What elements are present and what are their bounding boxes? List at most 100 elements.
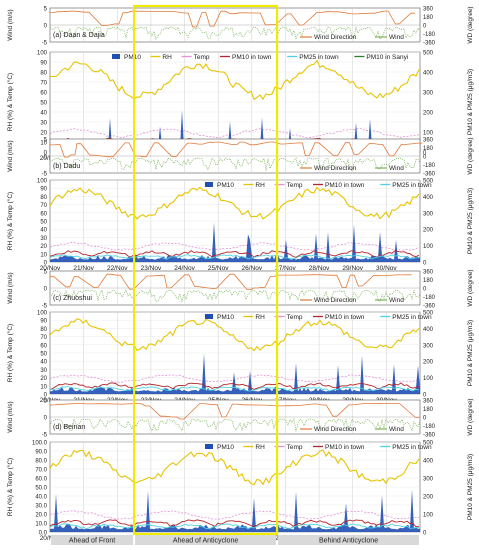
right-tick-label: -360 [423,304,436,310]
wind-direction-series [49,273,412,290]
panel-7: 5 0 -5 360 180 0 -180 -360 Wind (m/s) WD (degree)… [7,398,474,438]
period-band [278,535,419,545]
left-tick-label: 5 [44,399,48,405]
pm25-in-town-series [49,254,420,260]
x-tick-label: 29/Nov [342,265,363,272]
x-tick-label: 28/Nov [309,265,330,272]
panel-6: 10090807060504030201005004003002001000RH… [6,311,474,405]
right-tick-label: 180 [423,146,434,152]
right-tick-label: 0 [423,151,427,157]
left-tick-label: 80 [40,71,47,77]
right-axis-title: WD (degree) [467,269,474,306]
legend-entry: Wind Direction [314,34,357,41]
legend-entry: PM25 in town [299,54,339,61]
right-tick-label: 360 [423,270,434,276]
temp-series [49,127,420,139]
right-tick-label: 500 [423,441,434,447]
right-axis-title: PM10 & PM25 (μg/m3) [467,69,474,135]
right-tick-label: 500 [423,311,434,317]
station-label: (a) Daan & Dajia [53,32,105,39]
left-tick-label: 10 [40,384,47,390]
left-tick-label: 0 [44,151,48,157]
wind-series [49,26,421,40]
panel-5: 5 0 -5 360 180 0 -180 -360 Wind (m/s) WD (degree)… [7,269,474,309]
left-tick-label: 10.0 [35,522,47,528]
legend-entry: Wind Direction [314,297,357,304]
legend-swatch [205,314,213,319]
wind-direction-series [49,10,415,28]
right-axis-title: PM10 & PM25 (μg/m3) [467,320,474,386]
legend-entry: PM10 in town [325,314,365,321]
x-tick-label: 24/Nov [174,265,195,272]
left-tick-label: 20 [40,244,47,250]
right-tick-label: 100 [423,513,434,519]
left-tick-label: 50 [40,101,47,107]
station-label: (d) Beinan [53,424,85,431]
period-label: Ahead of Front [69,538,115,545]
wind-direction-series [49,403,420,420]
left-tick-label: 0 [44,24,48,30]
right-tick-label: -180 [423,32,436,38]
right-tick-label: 500 [423,51,434,57]
left-tick-label: 80 [40,195,47,201]
left-tick-label: -5 [42,304,48,310]
left-axis-title: Wind (m/s) [7,9,14,40]
left-tick-label: -5 [42,41,48,47]
right-tick-label: 300 [423,211,434,217]
left-axis-title: Wind (m/s) [7,401,14,432]
x-tick-label: 21/Nov [73,265,94,272]
left-tick-label: 0 [44,393,48,399]
left-tick-label: 0 [44,416,48,422]
left-axis-title: RH (%) & Temp (°C) [6,324,14,382]
legend-entry: Wind [389,34,404,41]
left-axis-title: Wind (m/s) [7,272,14,303]
left-tick-label: 10 [40,252,47,258]
left-axis-title: RH (%) & Temp (°C) [6,192,14,250]
right-tick-label: 200 [423,495,434,501]
left-tick-label: 30.0 [35,504,47,510]
right-tick-label: 500 [423,179,434,185]
station-label: (c) Zhuoshui [53,295,92,302]
panel-8: 100.0 90.0 80.0 70.0 60.0 50.0 40.0 30.0 20.0 10.… [6,441,474,543]
legend-entry: PM10 in town [232,54,272,61]
left-tick-label: 40 [40,228,47,234]
left-axis-title: RH (%) & Temp (°C) [6,73,14,131]
left-tick-label: 100 [37,51,48,57]
legend-entry: PM25 in town [392,314,432,321]
left-tick-label: 20 [40,131,47,137]
right-tick-label: 360 [423,399,434,405]
pm10-in-town-series [49,519,420,528]
period-band [135,535,277,545]
left-tick-label: 90 [40,187,47,193]
temp-series [49,510,419,520]
right-axis-title: PM10 & PM25 (μg/m3) [467,188,474,254]
right-tick-label: 360 [423,7,434,13]
right-tick-label: 400 [423,327,434,333]
left-tick-label: 40 [40,360,47,366]
left-tick-label: 80.0 [35,459,47,465]
legend-entry: Wind [389,297,404,304]
x-tick-label: 25/Nov [208,265,229,272]
station-label: (b) Dadu [53,163,80,170]
left-tick-label: 5 [44,270,48,276]
right-tick-label: 0 [423,531,427,537]
x-tick-label: 20/Nov [40,535,61,542]
left-tick-label: 20.0 [35,513,47,519]
left-tick-label: 5 [44,138,48,144]
right-tick-label: -360 [423,433,436,439]
left-axis-title: Wind (m/s) [7,140,14,171]
right-tick-label: 0 [423,155,427,161]
left-tick-label: 90 [40,319,47,325]
x-tick-label: 22/Nov [107,265,128,272]
right-tick-label: 180 [423,407,434,413]
right-tick-label: 0 [423,287,427,293]
pm25-in-town-series [49,523,420,530]
legend-entry: PM10 in town [325,444,365,451]
left-tick-label: 60 [40,211,47,217]
period-label: Behind Anticyclone [319,538,378,545]
wind-series [49,289,421,303]
left-tick-label: 100 [37,311,48,317]
x-tick-label: 23/Nov [141,265,162,272]
right-tick-label: -180 [423,424,436,430]
left-tick-label: 5 [44,7,48,13]
